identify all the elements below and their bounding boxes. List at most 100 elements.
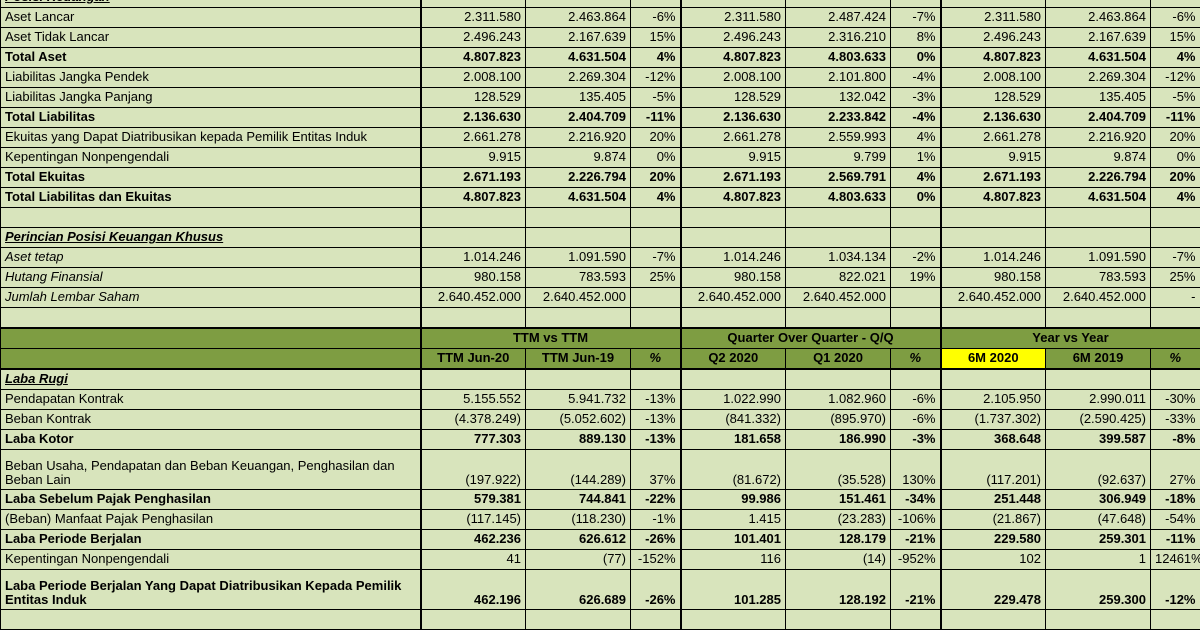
value-cell: 5.941.732 (525, 389, 631, 410)
value-cell: 229.478 (940, 569, 1046, 610)
value-cell: 777.303 (420, 429, 526, 450)
row-label: Beban Kontrak (5, 411, 92, 427)
column-header: 6M 2019 (1045, 348, 1151, 370)
value-cell (525, 227, 631, 248)
table-row: Laba Kotor 777.303 889.130 -13% 181.658 186.9… (0, 429, 1200, 450)
value-cell: 9.799 (785, 147, 891, 168)
value-cell: (5.052.602) (525, 409, 631, 430)
value-cell: (35.528) (785, 449, 891, 490)
table-row: Total Liabilitas 2.136.630 2.404.709 -11% 2.… (0, 107, 1200, 128)
percent-cell: -5% (1150, 87, 1200, 108)
row-label-cell (0, 207, 422, 228)
value-cell: 4.807.823 (680, 187, 786, 208)
value-cell: 4.631.504 (1045, 47, 1151, 68)
group-header: Quarter Over Quarter - Q/Q (680, 327, 942, 349)
value-cell: 2.136.630 (680, 107, 786, 128)
value-cell: 9.915 (420, 147, 526, 168)
value-cell (940, 0, 1046, 8)
table-row: Total Ekuitas 2.671.193 2.226.794 20% 2.671.… (0, 167, 1200, 188)
row-label-cell: Aset tetap (0, 247, 422, 268)
value-cell: 186.990 (785, 429, 891, 450)
value-cell (940, 609, 1046, 630)
value-cell: 4.807.823 (680, 47, 786, 68)
row-label: Aset Tidak Lancar (5, 29, 110, 45)
value-cell (1045, 227, 1151, 248)
percent-cell (890, 609, 942, 630)
value-cell (420, 207, 526, 228)
value-cell (525, 609, 631, 630)
value-cell: 1.014.246 (420, 247, 526, 268)
percent-cell (890, 368, 942, 390)
value-cell: (1.737.302) (940, 409, 1046, 430)
row-label-cell: Total Liabilitas dan Ekuitas (0, 187, 422, 208)
percent-cell: 0% (890, 187, 942, 208)
percent-cell: 25% (630, 267, 682, 288)
percent-cell: 8% (890, 27, 942, 48)
value-cell: (77) (525, 549, 631, 570)
row-label-cell: Laba Periode Berjalan Yang Dapat Diatrib… (0, 569, 422, 610)
percent-cell: -152% (630, 549, 682, 570)
value-cell: 2.316.210 (785, 27, 891, 48)
percent-cell: -6% (1150, 7, 1200, 28)
value-cell: 1 (1045, 549, 1151, 570)
value-cell (420, 0, 526, 8)
value-cell: 2.167.639 (1045, 27, 1151, 48)
percent-cell: -6% (890, 409, 942, 430)
percent-cell: -7% (890, 7, 942, 28)
row-label-cell: Jumlah Lembar Saham (0, 287, 422, 308)
value-cell: 2.226.794 (525, 167, 631, 188)
row-label-cell: Laba Periode Berjalan (0, 529, 422, 550)
percent-cell: -26% (630, 529, 682, 550)
percent-cell: -8% (1150, 429, 1200, 450)
value-cell (680, 368, 786, 390)
row-label: Aset tetap (5, 249, 64, 265)
value-cell: 2.311.580 (420, 7, 526, 28)
value-cell: 2.661.278 (680, 127, 786, 148)
row-label-cell: Total Liabilitas (0, 107, 422, 128)
value-cell: 2.167.639 (525, 27, 631, 48)
value-cell: 1.022.990 (680, 389, 786, 410)
value-cell: 9.915 (940, 147, 1046, 168)
value-cell (940, 227, 1046, 248)
row-label: Laba Sebelum Pajak Penghasilan (5, 491, 211, 507)
value-cell (1045, 0, 1151, 8)
value-cell: 2.008.100 (420, 67, 526, 88)
row-label: Laba Rugi (5, 371, 68, 387)
percent-header: % (890, 348, 942, 370)
row-label-cell: Total Aset (0, 47, 422, 68)
value-cell: 2.404.709 (525, 107, 631, 128)
percent-cell: 4% (1150, 47, 1200, 68)
value-cell: 1.014.246 (940, 247, 1046, 268)
percent-cell: -12% (1150, 569, 1200, 610)
row-label-cell: (Beban) Manfaat Pajak Penghasilan (0, 509, 422, 530)
value-cell: 1.014.246 (680, 247, 786, 268)
percent-cell: -4% (890, 107, 942, 128)
row-label: Total Aset (5, 49, 67, 65)
row-label: Kepentingan Nonpengendali (5, 551, 170, 567)
value-cell (420, 227, 526, 248)
table-row: Liabilitas Jangka Pendek 2.008.100 2.269.3… (0, 67, 1200, 88)
value-cell: 2.311.580 (680, 7, 786, 28)
value-cell (680, 227, 786, 248)
table-row: Total Liabilitas dan Ekuitas 4.807.823 4.6… (0, 187, 1200, 208)
value-cell: 4.807.823 (940, 47, 1046, 68)
table-row: Beban Kontrak (4.378.249) (5.052.602) -13%(… (0, 409, 1200, 430)
percent-cell: 0% (630, 147, 682, 168)
value-cell: 2.008.100 (680, 67, 786, 88)
value-cell: 2.101.800 (785, 67, 891, 88)
corner-cell (0, 348, 422, 370)
table-row: Posisi Keuangan (0, 0, 1200, 8)
row-label-cell: Aset Tidak Lancar (0, 27, 422, 48)
column-header-row: TTM Jun-20 TTM Jun-19% Q2 2020 Q1 2020% 6M 2… (0, 348, 1200, 370)
value-cell: 151.461 (785, 489, 891, 510)
value-cell (785, 609, 891, 630)
value-cell: 135.405 (1045, 87, 1151, 108)
percent-cell: -11% (630, 107, 682, 128)
value-cell: 2.661.278 (420, 127, 526, 148)
value-cell: 4.803.633 (785, 47, 891, 68)
value-cell: 980.158 (680, 267, 786, 288)
table-row: Kepentingan Nonpengendali 9.915 9.874 0% 9.9… (0, 147, 1200, 168)
value-cell: 2.233.842 (785, 107, 891, 128)
value-cell: (841.332) (680, 409, 786, 430)
